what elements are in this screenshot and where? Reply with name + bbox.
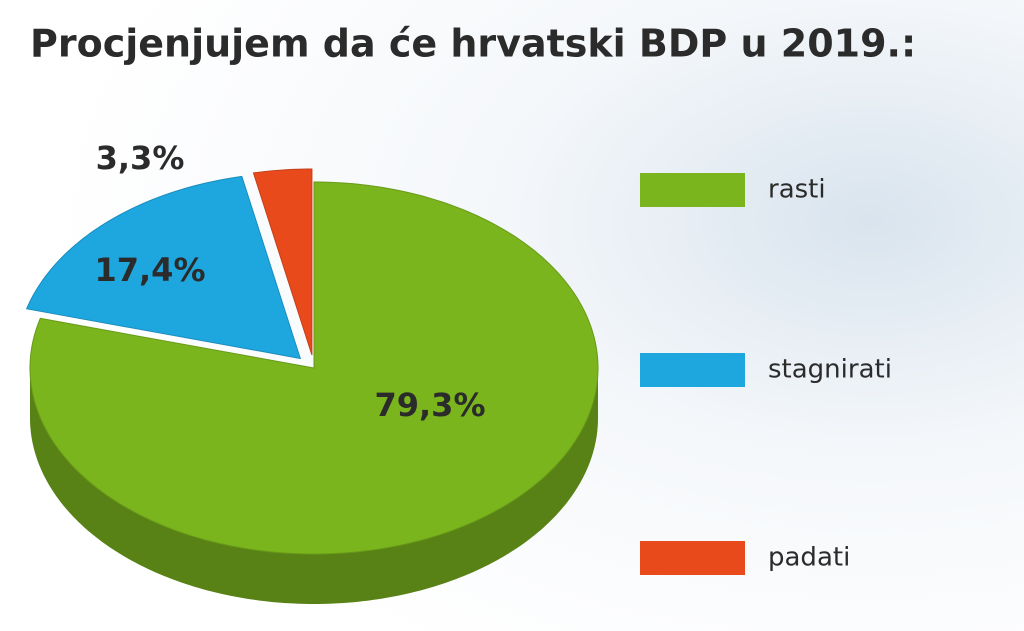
- legend: rasti stagnirati padati: [640, 173, 892, 575]
- legend-swatch: [640, 173, 745, 207]
- chart-title: Procjenjujem da će hrvatski BDP u 2019.:: [30, 22, 916, 66]
- slice-side: [30, 368, 598, 604]
- slice: [25, 175, 302, 360]
- slice: [29, 181, 599, 555]
- legend-swatch: [640, 541, 745, 575]
- value-label: 79,3%: [374, 386, 485, 424]
- value-label: 17,4%: [94, 251, 205, 289]
- legend-swatch: [640, 353, 745, 387]
- legend-label: padati: [768, 543, 850, 573]
- legend-label: rasti: [768, 175, 826, 205]
- legend-label: stagnirati: [768, 355, 892, 385]
- value-label: 3,3%: [96, 139, 185, 177]
- slice: [252, 168, 313, 356]
- pie: 79,3% 17,4% 3,3%: [25, 139, 599, 604]
